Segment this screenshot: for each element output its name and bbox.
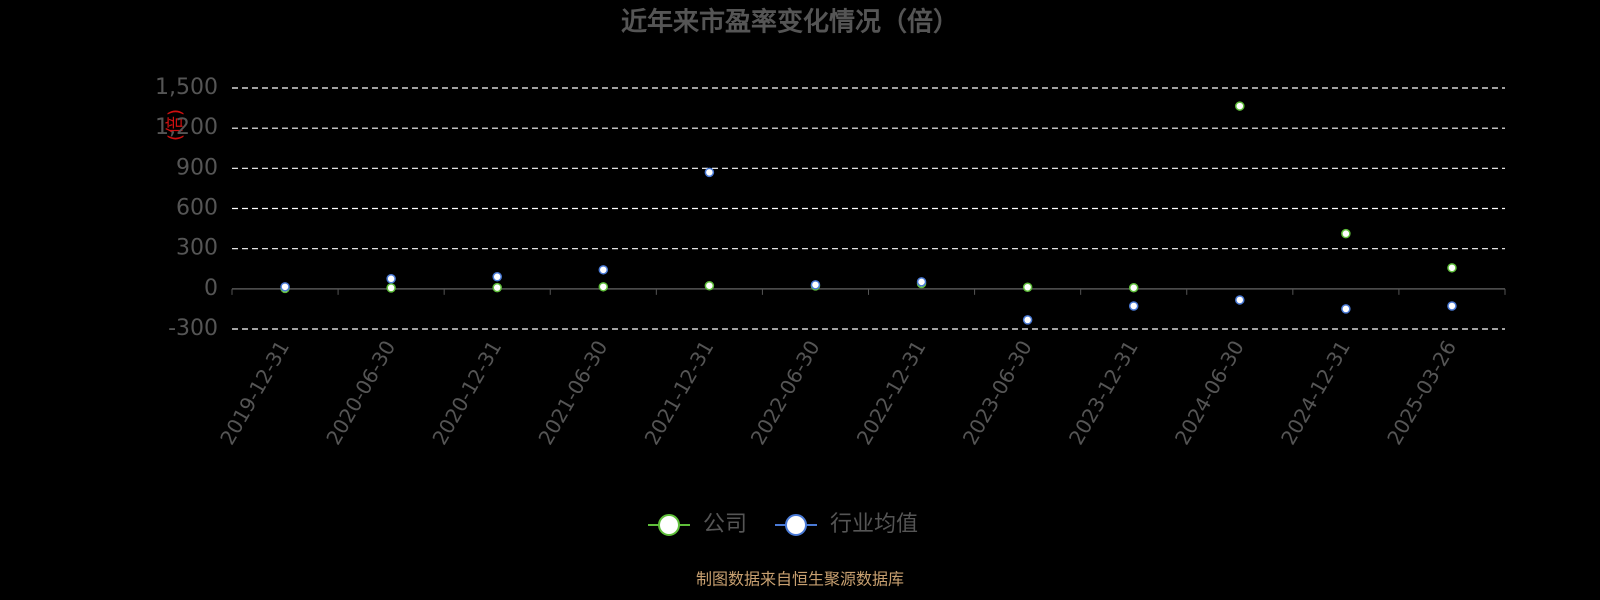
legend-marker xyxy=(658,514,680,536)
x-tick-label: 2025-03-26 xyxy=(1382,336,1461,449)
data-point xyxy=(1447,301,1457,311)
source-note: 制图数据来自恒生聚源数据库 xyxy=(696,570,904,589)
data-point xyxy=(386,283,396,293)
x-tick-label: 2023-12-31 xyxy=(1064,336,1143,449)
data-point xyxy=(1341,304,1351,314)
x-tick-label: 2023-06-30 xyxy=(958,336,1037,449)
x-tick-label: 2022-12-31 xyxy=(852,336,931,449)
x-tick-label: 2022-06-30 xyxy=(746,336,825,449)
data-point xyxy=(916,277,927,287)
data-point xyxy=(1022,315,1033,325)
data-point xyxy=(492,282,502,293)
data-point xyxy=(1235,295,1245,305)
data-point xyxy=(598,265,609,275)
y-axis-label: (倍) xyxy=(165,109,186,141)
legend-label: 公司 xyxy=(703,512,747,537)
data-point xyxy=(598,282,609,292)
data-point xyxy=(704,281,715,291)
data-point xyxy=(1341,228,1351,239)
y-tick-label: 900 xyxy=(176,155,218,180)
data-point xyxy=(1235,101,1245,111)
x-tick-label: 2020-12-31 xyxy=(427,336,506,449)
data-point xyxy=(280,282,290,292)
data-point xyxy=(1447,263,1457,273)
data-point xyxy=(704,167,715,178)
data-point xyxy=(1128,283,1139,293)
x-tick-label: 2021-06-30 xyxy=(533,336,612,449)
data-point xyxy=(1128,301,1139,311)
x-tick-label: 2020-06-30 xyxy=(321,336,400,449)
legend-marker xyxy=(785,514,807,536)
y-tick-label: -300 xyxy=(168,316,218,341)
x-tick-label: 2024-06-30 xyxy=(1170,336,1249,449)
y-tick-label: 1,500 xyxy=(155,75,218,100)
x-tick-label: 2019-12-31 xyxy=(215,336,294,449)
x-tick-label: 2021-12-31 xyxy=(640,336,719,449)
legend-label: 行业均值 xyxy=(830,512,918,537)
data-point xyxy=(492,272,502,282)
data-point xyxy=(386,274,396,284)
x-tick-label: 2024-12-31 xyxy=(1276,336,1355,449)
y-tick-label: 0 xyxy=(204,276,218,301)
data-point xyxy=(1022,282,1033,292)
y-tick-label: 600 xyxy=(176,196,218,221)
y-tick-label: 300 xyxy=(176,236,218,261)
data-point xyxy=(810,280,821,290)
y-tick-label: 1,200 xyxy=(155,115,218,140)
chart-title: 近年来市盈率变化情况（倍） xyxy=(621,7,959,38)
